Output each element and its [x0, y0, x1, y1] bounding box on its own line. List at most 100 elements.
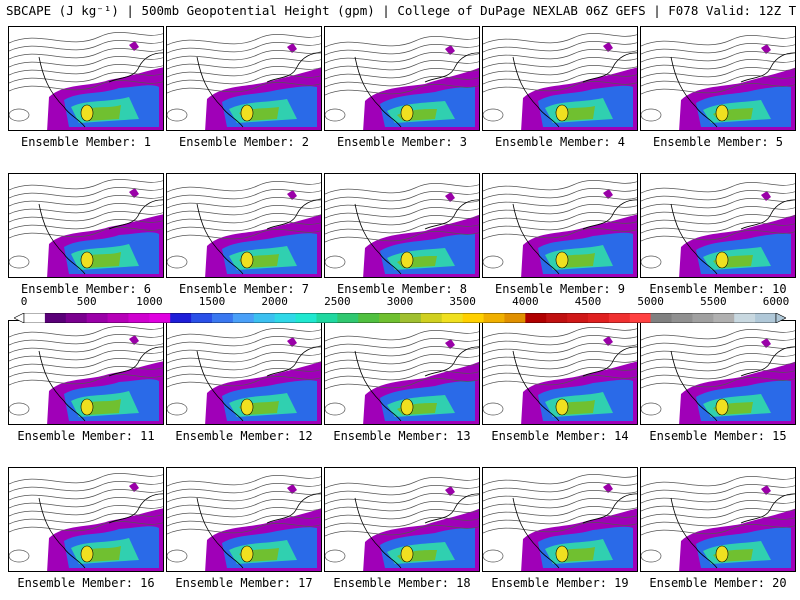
colorbar-swatch — [274, 313, 297, 323]
ensemble-map-panel — [640, 173, 796, 278]
cape-map — [325, 330, 479, 424]
ensemble-member-label: Ensemble Member: 13 — [333, 429, 471, 443]
colorbar-swatch — [191, 313, 213, 323]
colorbar-swatch — [44, 313, 67, 323]
ensemble-member-label: Ensemble Member: 4 — [494, 135, 626, 149]
colorbar-swatch — [629, 313, 652, 323]
ensemble-map-panel — [166, 320, 322, 425]
ensemble-member-label: Ensemble Member: 17 — [175, 576, 313, 590]
colorbar-swatch — [608, 313, 631, 323]
colorbar-swatch — [86, 313, 109, 323]
colorbar-tick-label: 3000 — [386, 295, 414, 308]
ensemble-member-label: Ensemble Member: 8 — [336, 282, 468, 296]
colorbar-swatch — [546, 313, 568, 323]
chart-title: SBCAPE (J kg⁻¹) | 500mb Geopotential Hei… — [6, 3, 796, 18]
cape-map — [483, 474, 637, 571]
cape-map — [483, 327, 637, 424]
colorbar-swatch — [588, 313, 610, 323]
ensemble-map-panel — [482, 320, 638, 425]
ensemble-member-label: Ensemble Member: 3 — [336, 135, 468, 149]
colorbar-tick-label: 500 — [76, 295, 97, 308]
colorbar-swatch — [713, 313, 735, 323]
ensemble-member-label: Ensemble Member: 12 — [175, 429, 313, 443]
cape-map — [9, 179, 163, 277]
cape-map — [325, 477, 479, 571]
colorbar-swatch — [24, 313, 46, 323]
colorbar-swatch — [734, 313, 756, 323]
ensemble-map-panel — [8, 26, 164, 131]
cape-map — [9, 473, 163, 571]
ensemble-member-label: Ensemble Member: 1 — [20, 135, 152, 149]
sbcape-colorbar — [13, 308, 787, 324]
ensemble-member-label: Ensemble Member: 9 — [494, 282, 626, 296]
colorbar-tick-label: 0 — [20, 295, 28, 308]
colorbar-swatch — [253, 313, 276, 323]
colorbar-swatch — [504, 313, 526, 323]
ensemble-member-label: Ensemble Member: 16 — [17, 576, 155, 590]
colorbar-swatch — [316, 313, 338, 323]
ensemble-member-label: Ensemble Member: 18 — [333, 576, 471, 590]
ensemble-map-panel — [166, 467, 322, 572]
colorbar-swatch — [107, 313, 129, 323]
ensemble-member-label: Ensemble Member: 14 — [491, 429, 629, 443]
colorbar-tick-label: 2500 — [324, 295, 351, 308]
colorbar-swatch — [462, 313, 485, 323]
colorbar-swatch — [650, 313, 673, 323]
colorbar-tick-label: 2000 — [261, 295, 288, 308]
cape-map — [325, 183, 479, 277]
ensemble-member-label: Ensemble Member: 5 — [652, 135, 784, 149]
ensemble-map-panel — [324, 467, 480, 572]
ensemble-map-panel — [166, 26, 322, 131]
ensemble-map-panel — [640, 320, 796, 425]
ensemble-map-panel — [8, 320, 164, 425]
colorbar-swatch — [149, 313, 171, 323]
colorbar-tick-label: 6000 — [762, 295, 790, 308]
ensemble-map-panel — [8, 173, 164, 278]
colorbar-swatch — [671, 313, 693, 323]
colorbar-swatch — [337, 313, 359, 323]
ensemble-map-panel — [640, 26, 796, 131]
ensemble-member-label: Ensemble Member: 7 — [178, 282, 310, 296]
colorbar-swatch — [420, 313, 443, 323]
cape-map — [641, 476, 795, 571]
cape-map — [9, 32, 163, 130]
colorbar-swatch — [379, 313, 401, 323]
colorbar-swatch — [400, 313, 422, 323]
colorbar-swatch — [441, 313, 464, 323]
ensemble-map-panel — [324, 173, 480, 278]
colorbar-swatch — [525, 313, 547, 323]
cape-map — [641, 35, 795, 130]
ensemble-map-panel — [482, 26, 638, 131]
cape-map — [325, 36, 479, 130]
cape-map — [483, 180, 637, 277]
ensemble-map-panel — [324, 320, 480, 425]
colorbar-swatch — [65, 313, 88, 323]
colorbar-swatch — [358, 313, 380, 323]
colorbar-swatch — [295, 313, 317, 323]
ensemble-map-panel — [482, 173, 638, 278]
colorbar-tick-label: 4500 — [574, 295, 602, 308]
cape-map — [167, 181, 321, 277]
ensemble-map-panel — [8, 467, 164, 572]
ensemble-member-label: Ensemble Member: 15 — [649, 429, 787, 443]
colorbar-tick-label: 4000 — [512, 295, 539, 308]
cape-map — [9, 326, 163, 424]
ensemble-member-label: Ensemble Member: 20 — [649, 576, 787, 590]
ensemble-map-panel — [166, 173, 322, 278]
ensemble-member-label: Ensemble Member: 11 — [17, 429, 155, 443]
colorbar-swatch — [170, 313, 192, 323]
ensemble-member-label: Ensemble Member: 10 — [649, 282, 787, 296]
colorbar-swatch — [212, 313, 234, 323]
colorbar-tick-label: 1000 — [136, 295, 163, 308]
cape-map — [167, 475, 321, 571]
ensemble-member-label: Ensemble Member: 19 — [491, 576, 629, 590]
cape-map — [483, 33, 637, 130]
ensemble-map-panel — [640, 467, 796, 572]
colorbar-swatch — [483, 313, 505, 323]
colorbar-tick-label: 3500 — [449, 295, 476, 308]
colorbar-tick-label: 5500 — [700, 295, 727, 308]
cape-map — [641, 329, 795, 424]
colorbar-svg — [13, 312, 787, 324]
colorbar-swatch — [692, 313, 714, 323]
ensemble-map-panel — [324, 26, 480, 131]
